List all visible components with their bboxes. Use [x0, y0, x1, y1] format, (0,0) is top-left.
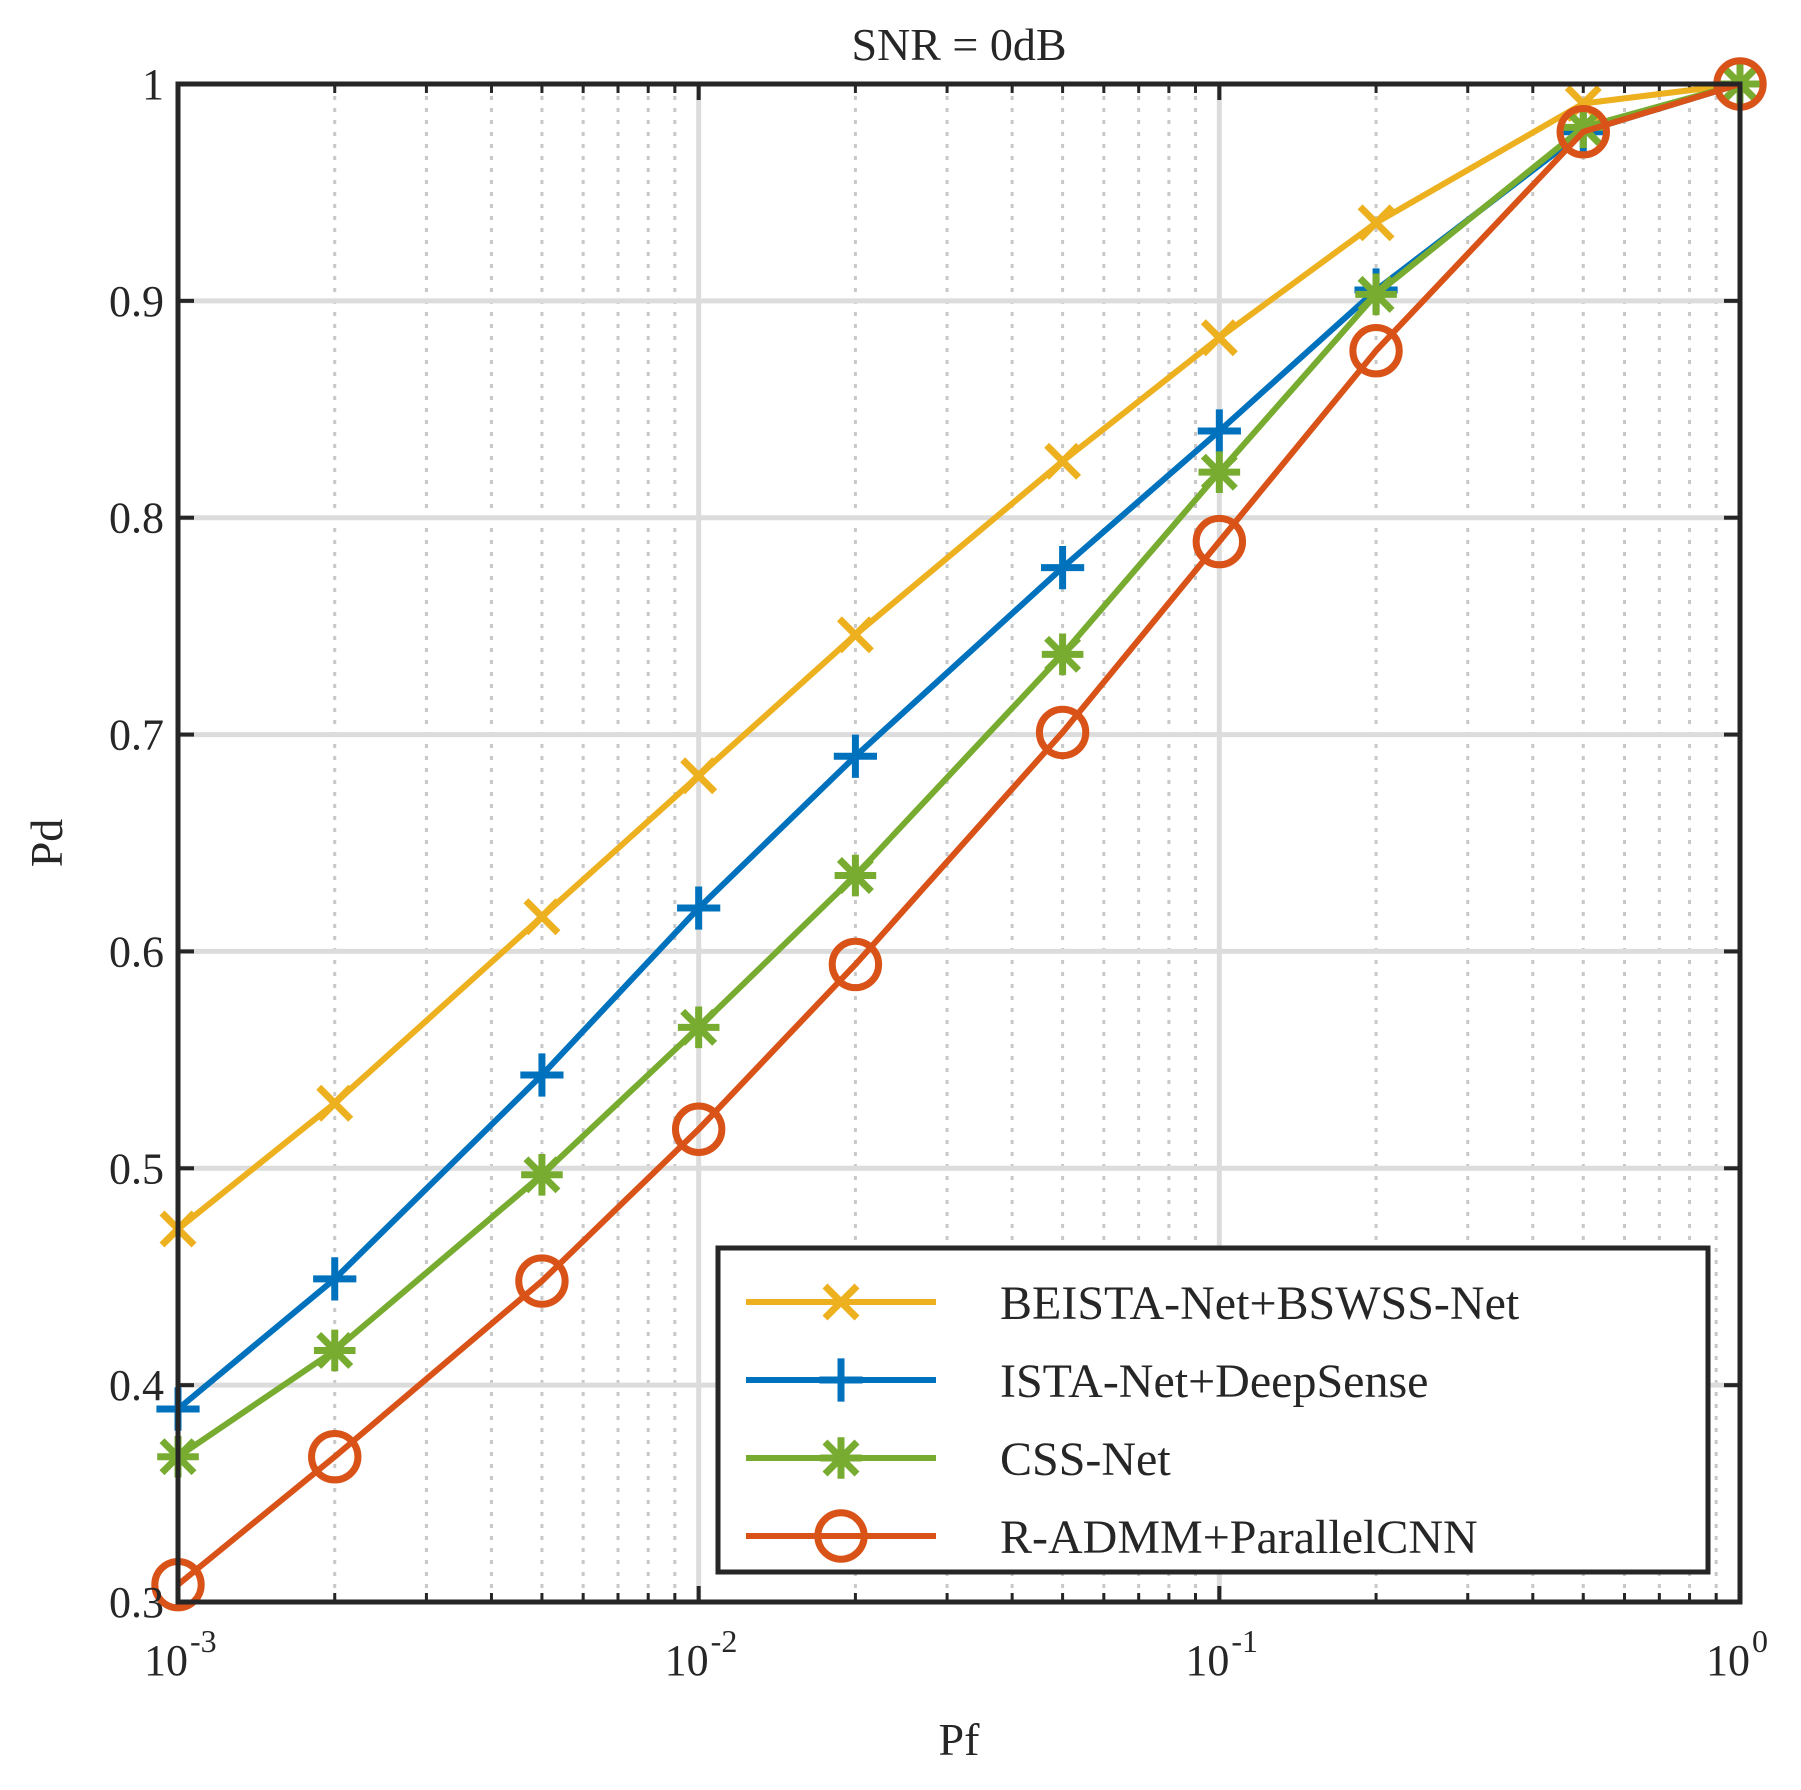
- legend: BEISTA-Net+BSWSS-Net ISTA-Net+DeepSense CS…: [715, 1245, 1711, 1575]
- legend-marker: [819, 1358, 863, 1402]
- chart-title: SNR = 0dB: [851, 19, 1066, 70]
- x-tick-label: 10 0: [1706, 1623, 1768, 1685]
- data-point: [836, 616, 874, 654]
- data-point: [1198, 451, 1241, 493]
- y-tick-label: 0.8: [109, 494, 164, 543]
- data-point: [1355, 273, 1397, 316]
- series-line: [176, 81, 1741, 1460]
- data-point: [313, 1257, 357, 1301]
- y-tick-label: 0.4: [109, 1361, 164, 1410]
- data-point: [834, 854, 877, 897]
- x-tick-base: 10: [144, 1636, 188, 1685]
- legend-label: BEISTA-Net+BSWSS-Net: [1000, 1277, 1520, 1330]
- data-point: [1035, 705, 1090, 760]
- legend-item: ISTA-Net+DeepSense: [746, 1355, 1428, 1408]
- data-point: [1044, 442, 1082, 480]
- y-tick-label: 0.6: [109, 927, 164, 976]
- legend-marker: [814, 1509, 868, 1563]
- data-point: [521, 1153, 563, 1196]
- data-point: [677, 886, 721, 930]
- data-point: [316, 1084, 354, 1122]
- x-tick-exponent: -2: [711, 1623, 738, 1659]
- data-point: [833, 734, 878, 778]
- x-tick-label: 10 -3: [144, 1623, 217, 1685]
- data-point: [520, 1053, 564, 1097]
- y-tick-label: 0.5: [109, 1144, 164, 1193]
- x-tick-exponent: -1: [1231, 1623, 1258, 1659]
- x-tick-base: 10: [665, 1636, 709, 1685]
- data-point: [308, 1430, 362, 1484]
- data-point: [828, 937, 883, 992]
- legend-label: CSS-Net: [1000, 1433, 1171, 1486]
- data-point: [1200, 319, 1238, 357]
- y-tick-label: 1: [142, 60, 164, 109]
- y-tick-label: 0.3: [109, 1578, 164, 1627]
- x-tick-exponent: 0: [1752, 1623, 1768, 1659]
- data-point: [1357, 204, 1395, 242]
- legend-item: BEISTA-Net+BSWSS-Net: [746, 1277, 1520, 1330]
- data-point: [680, 757, 718, 795]
- x-tick-exponent: -3: [190, 1623, 217, 1659]
- legend-marker: [820, 1437, 862, 1479]
- series-line: [176, 81, 1741, 1232]
- data-point: [1197, 409, 1241, 453]
- x-tick-label: 10 -1: [1185, 1623, 1258, 1685]
- legend-item: R-ADMM+ParallelCNN: [746, 1509, 1478, 1564]
- x-axis-label: Pf: [939, 1714, 981, 1765]
- y-tick-label: 0.7: [109, 711, 164, 760]
- data-point: [1040, 545, 1085, 590]
- data-point: [1041, 633, 1084, 676]
- x-tick-base: 10: [1185, 1636, 1229, 1685]
- legend-item: CSS-Net: [746, 1433, 1171, 1486]
- series-3: [151, 57, 1767, 1612]
- plot-frame: [175, 81, 1743, 1605]
- legend-label: ISTA-Net+DeepSense: [1000, 1355, 1428, 1408]
- legend-label: R-ADMM+ParallelCNN: [1000, 1511, 1478, 1564]
- data-point: [313, 1329, 356, 1372]
- data-point: [671, 1102, 726, 1156]
- data-point: [677, 1006, 720, 1049]
- series-line: [176, 81, 1741, 1587]
- data-point: [523, 898, 561, 936]
- data-point: [1192, 514, 1247, 569]
- legend-marker: [822, 1283, 860, 1321]
- data-point: [1349, 324, 1403, 378]
- data-point: [515, 1254, 569, 1308]
- data-point: [1556, 105, 1610, 159]
- y-tick-label: 0.9: [109, 277, 164, 326]
- x-tick-base: 10: [1706, 1636, 1750, 1685]
- y-axis-label: Pd: [21, 819, 72, 868]
- x-tick-label: 10 -2: [665, 1623, 738, 1685]
